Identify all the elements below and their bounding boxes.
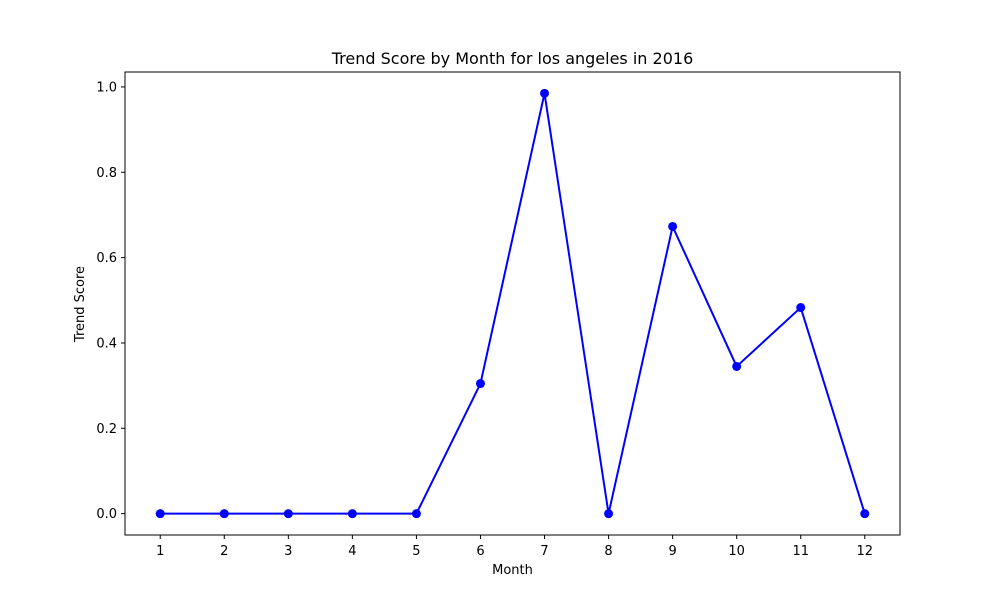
- x-tick-label: 11: [792, 544, 809, 559]
- x-axis-label: Month: [492, 563, 533, 578]
- x-tick-label: 3: [284, 544, 292, 559]
- y-tick-label: 0.4: [96, 336, 117, 351]
- data-point: [219, 509, 229, 519]
- data-point: [732, 361, 742, 371]
- data-point: [604, 509, 614, 519]
- plot-frame: [124, 71, 901, 536]
- data-point: [155, 509, 165, 519]
- data-point: [411, 509, 421, 519]
- data-point: [283, 509, 293, 519]
- data-point: [475, 379, 485, 389]
- y-tick-label: 0.0: [96, 507, 117, 522]
- y-tick-label: 0.6: [96, 251, 117, 266]
- chart-title: Trend Score by Month for los angeles in …: [331, 49, 694, 68]
- x-tick-label: 5: [412, 544, 420, 559]
- data-point: [540, 88, 550, 98]
- x-tick-label: 4: [348, 544, 356, 559]
- y-axis-label: Trend Score: [73, 266, 88, 343]
- x-tick-label: 2: [220, 544, 228, 559]
- x-tick-label: 8: [604, 544, 612, 559]
- y-tick-label: 0.8: [96, 166, 117, 181]
- y-tick-label: 0.2: [96, 422, 117, 437]
- data-point: [668, 221, 678, 231]
- y-tick-label: 1.0: [96, 80, 117, 95]
- x-tick-label: 12: [856, 544, 873, 559]
- data-point: [347, 509, 357, 519]
- x-tick-label: 6: [476, 544, 484, 559]
- plot-area: 1 2 3 4 5 6 7 8 9 10 11 120.00.20.40.60.81.0: [96, 71, 901, 559]
- x-tick-label: 7: [540, 544, 548, 559]
- x-tick-label: 10: [728, 544, 745, 559]
- x-tick-label: 9: [668, 544, 676, 559]
- data-point: [796, 303, 806, 313]
- data-point: [860, 509, 870, 519]
- x-tick-label: 1: [156, 544, 164, 559]
- series-line: [160, 92, 866, 515]
